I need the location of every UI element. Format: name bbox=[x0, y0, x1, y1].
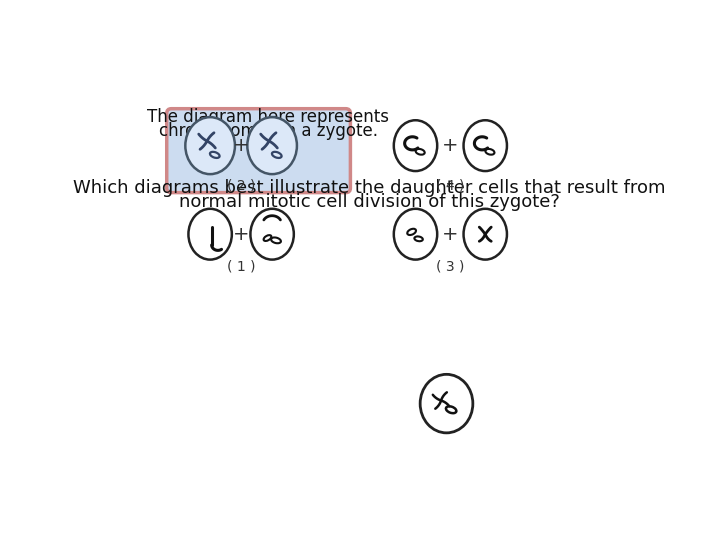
Text: ( 4 ): ( 4 ) bbox=[436, 179, 464, 193]
Ellipse shape bbox=[251, 209, 294, 260]
Text: The diagram here represents: The diagram here represents bbox=[148, 109, 390, 126]
Text: Which diagrams best illustrate the daughter cells that result from: Which diagrams best illustrate the daugh… bbox=[73, 179, 665, 197]
Text: +: + bbox=[233, 136, 249, 155]
Text: +: + bbox=[442, 136, 459, 155]
Text: chromosomes in a zygote.: chromosomes in a zygote. bbox=[158, 122, 378, 140]
Text: ( 2 ): ( 2 ) bbox=[227, 179, 256, 193]
Ellipse shape bbox=[185, 117, 235, 174]
Ellipse shape bbox=[248, 117, 297, 174]
FancyBboxPatch shape bbox=[167, 109, 351, 193]
Ellipse shape bbox=[464, 209, 507, 260]
Ellipse shape bbox=[394, 120, 437, 171]
Ellipse shape bbox=[420, 374, 473, 433]
Ellipse shape bbox=[394, 209, 437, 260]
Text: normal mitotic cell division of this zygote?: normal mitotic cell division of this zyg… bbox=[179, 193, 559, 211]
Text: +: + bbox=[442, 225, 459, 244]
Text: ( 3 ): ( 3 ) bbox=[436, 260, 464, 274]
Ellipse shape bbox=[189, 209, 232, 260]
Text: ( 1 ): ( 1 ) bbox=[227, 260, 256, 274]
Text: +: + bbox=[233, 225, 249, 244]
Ellipse shape bbox=[464, 120, 507, 171]
